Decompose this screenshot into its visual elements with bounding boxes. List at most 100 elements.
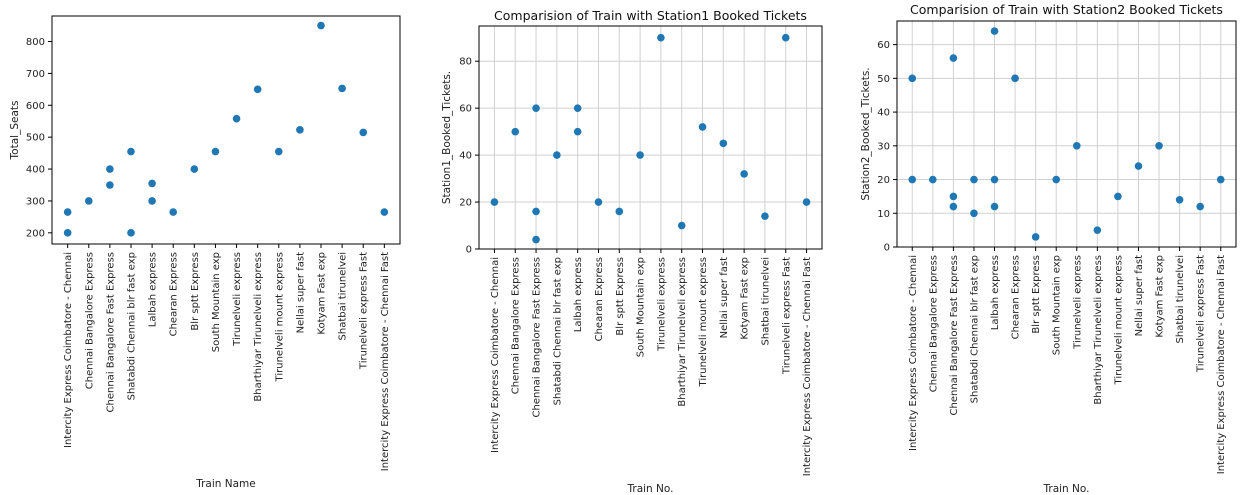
y-tick-label: 500 [26, 133, 45, 144]
data-point [990, 175, 999, 184]
data-point [908, 74, 917, 83]
x-tick-label: South Mountain exp [636, 257, 647, 357]
x-tick-label: Blr sptt Express [615, 257, 626, 336]
chart-title: Comparision of Train with Station2 Booke… [910, 2, 1223, 17]
y-tick-label: 800 [26, 37, 45, 48]
x-tick-label: Tirunelveli express [1072, 255, 1083, 350]
data-point [553, 151, 561, 159]
y-tick-label: 0 [884, 243, 890, 254]
x-tick-label: Shatabdi Chennai blr fast exp [552, 257, 563, 405]
y-tick-label: 0 [466, 245, 472, 256]
data-point [532, 104, 540, 112]
x-tick-label: Tirunelveli express Fast [1196, 255, 1207, 373]
x-tick-label: Chearan Express [169, 252, 180, 336]
y-tick-label: 50 [877, 74, 890, 85]
data-point [511, 127, 520, 136]
x-axis-label: Train Name [195, 478, 256, 490]
y-tick-label: 40 [459, 151, 472, 162]
data-point [1011, 74, 1019, 83]
x-tick-label: Tirunelveli express [232, 252, 243, 347]
data-point [1134, 162, 1143, 170]
x-tick-label: Shatbai tirunelvei [1175, 255, 1186, 343]
x-tick-label: Intercity Express Coimbatore - Chennai [63, 252, 74, 448]
x-tick-label: Lalbah express [990, 255, 1001, 330]
x-tick-label: Intercity Express Coimbatore - Chennai [490, 257, 501, 453]
x-tick-label: Bharthiyar Tirunelveli express [1093, 255, 1104, 405]
data-point [698, 123, 707, 131]
x-tick-label: Bharthiyar Tirunelveli express [677, 257, 688, 407]
x-axis-label: Train No. [1043, 483, 1090, 495]
data-point [908, 175, 917, 184]
data-point [1052, 175, 1061, 184]
x-tick-label: Intercity Express Coimbatore - Chennai F… [380, 252, 391, 471]
data-point [1093, 226, 1102, 234]
x-tick-label: Nellai super fast [295, 252, 306, 333]
x-tick-label: Tirunelveli express [656, 257, 667, 352]
data-point [573, 104, 582, 112]
data-point [677, 221, 686, 230]
x-tick-label: Lalbah express [573, 257, 584, 332]
data-point [490, 198, 499, 206]
x-tick-label: Bharthiyar Tirunelveli express [253, 252, 264, 402]
x-tick-label: Kotyam Fast exp [740, 257, 751, 340]
data-point [63, 208, 72, 216]
data-point [1114, 192, 1122, 201]
x-tick-label: South Mountain exp [211, 252, 222, 352]
data-point [990, 27, 999, 35]
data-point [296, 126, 304, 134]
plot-frame [896, 20, 1237, 248]
x-tick-label: Chennai Bangalore Fast Express [105, 252, 116, 412]
data-point [802, 198, 811, 206]
data-point [740, 170, 748, 178]
data-point [148, 197, 156, 205]
y-tick-label: 600 [26, 101, 45, 112]
y-tick-label: 10 [877, 209, 890, 220]
x-tick-label: South Mountain exp [1052, 255, 1063, 355]
x-tick-label: Blr sptt Express [190, 252, 201, 331]
x-tick-label: Chearan Express [594, 257, 605, 341]
data-point [148, 179, 156, 188]
x-tick-label: Shatabdi Chennai blr fast exp [969, 255, 980, 403]
x-tick-label: Chennai Bangalore Express [928, 255, 939, 392]
x-tick-label: Nellai super fast [719, 257, 730, 338]
y-axis-label: Total_Seats [9, 101, 21, 161]
y-axis-label: Station2_Booked_Tickets. [860, 67, 872, 200]
y-tick-label: 200 [26, 228, 45, 239]
data-point [573, 127, 582, 136]
data-point [970, 175, 978, 184]
x-tick-label: Blr sptt Express [1031, 255, 1042, 334]
data-point [1031, 233, 1040, 241]
y-tick-label: 20 [877, 175, 890, 186]
plot-frame [51, 15, 401, 245]
x-tick-label: Tirunelveli express Fast [781, 257, 792, 375]
x-tick-label: Shatbai tirunelvei [338, 252, 349, 340]
data-point [1155, 142, 1163, 150]
data-point [106, 181, 114, 189]
y-tick-label: 40 [877, 108, 890, 119]
data-point [63, 229, 72, 237]
x-tick-label: Tirunelveli mount express [698, 257, 709, 387]
data-point [532, 235, 540, 244]
data-point [232, 114, 241, 123]
x-tick-label: Chennai Bangalore Express [511, 257, 522, 394]
y-tick-label: 60 [459, 104, 472, 115]
data-point [380, 208, 389, 216]
x-tick-label: Intercity Express Coimbatore - Chennai F… [1216, 255, 1227, 474]
x-tick-label: Intercity Express Coimbatore - Chennai F… [802, 257, 813, 476]
data-point [929, 175, 937, 184]
x-tick-label: Intercity Express Coimbatore - Chennai [908, 255, 919, 451]
chart-station1-booked: 0 20 40 60 80 Intercity Express Coimbatore - … [441, 8, 823, 495]
data-point [532, 207, 540, 216]
chart-total-seats: 200 300 400 500 600 700 800 Intercity Express C… [9, 15, 401, 490]
data-point [949, 202, 958, 211]
data-point [761, 212, 769, 220]
x-tick-label: Kotyam Fast exp [1155, 255, 1166, 338]
x-tick-label: Kotyam Fast exp [317, 252, 328, 335]
data-point [127, 229, 135, 237]
data-point [949, 54, 958, 62]
data-point [1175, 195, 1184, 204]
data-point [970, 209, 978, 218]
x-tick-label: Chennai Bangalore Express [84, 252, 95, 389]
x-tick-label: Chennai Bangalore Fast Express [532, 257, 543, 417]
